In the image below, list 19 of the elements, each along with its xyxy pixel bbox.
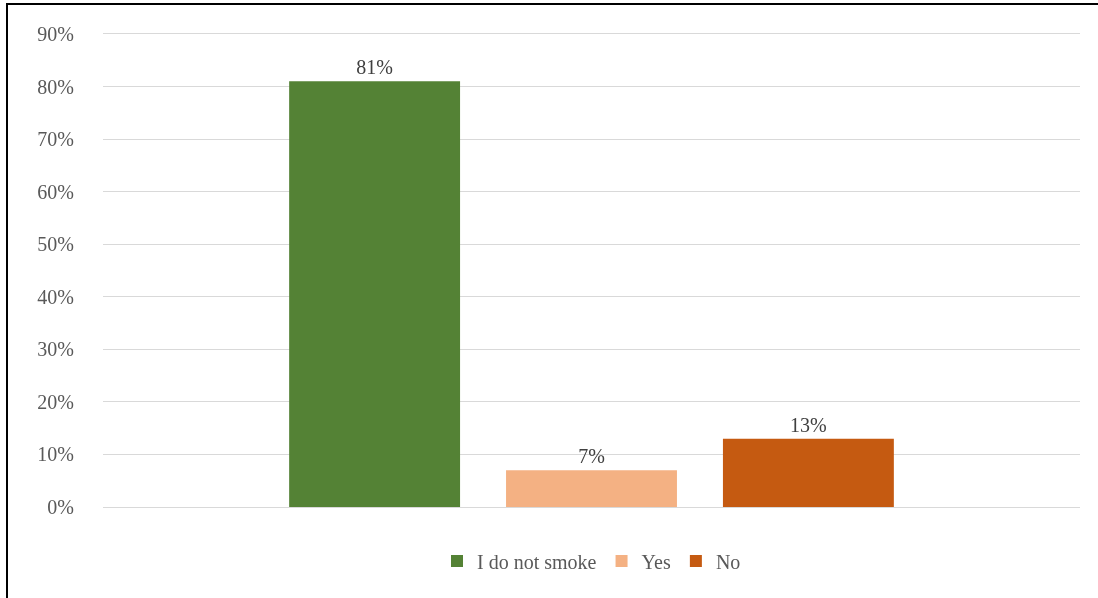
data-label: 7% <box>578 445 605 468</box>
legend-label: No <box>715 550 741 573</box>
legend-label: I do not smoke <box>477 550 597 573</box>
data-label: 81% <box>356 56 393 79</box>
y-tick-label: 0% <box>47 496 74 518</box>
bar <box>506 470 677 507</box>
y-tick-label: 70% <box>37 128 74 151</box>
data-label: 13% <box>790 413 827 436</box>
y-tick-label: 90% <box>37 23 74 45</box>
bar <box>289 81 461 507</box>
y-tick-label: 80% <box>37 75 74 98</box>
legend-label: Yes <box>641 550 671 573</box>
y-tick-label: 30% <box>37 338 74 361</box>
y-tick-label: 40% <box>37 285 74 308</box>
y-tick-label: 50% <box>37 233 74 256</box>
y-tick-label: 10% <box>37 443 74 466</box>
bar <box>722 438 894 507</box>
y-tick-label: 60% <box>37 180 74 203</box>
y-tick-label: 20% <box>37 390 74 413</box>
